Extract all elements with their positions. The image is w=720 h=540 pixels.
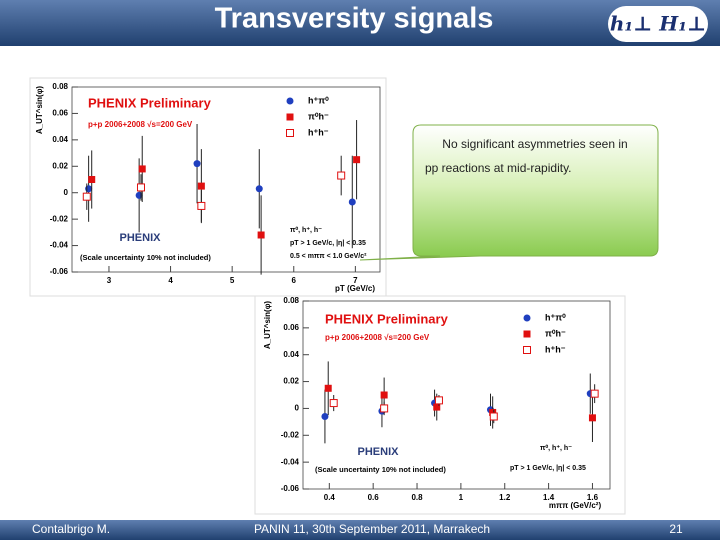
y-axis-label: A_UT^sin(φ): [263, 301, 272, 350]
data-point: [255, 185, 263, 193]
footer-bar: [0, 520, 720, 540]
legend-label: h⁺π⁰: [545, 312, 566, 322]
cut-label: pT > 1 GeV/c, |η| < 0.35: [290, 240, 366, 247]
data-point: [135, 191, 143, 199]
dataset-label: p+p 2006+2008 √s=200 GeV: [325, 333, 430, 342]
x-tick-label: 6: [292, 276, 297, 285]
legend-marker: [523, 314, 531, 322]
y-tick-label: -0.06: [281, 484, 300, 493]
data-point: [337, 171, 346, 180]
cut-label: pT > 1 GeV/c, |η| < 0.35: [510, 465, 586, 472]
legend-label: h⁺π⁰: [308, 95, 329, 105]
data-point: [321, 412, 329, 420]
logo-bg: [608, 6, 708, 42]
legend-marker: [286, 97, 294, 105]
y-tick-label: -0.04: [281, 457, 300, 466]
legend-marker: [286, 129, 294, 137]
cut-label: 0.5 < mππ < 1.0 GeV/c²: [290, 253, 367, 260]
legend-marker: [523, 346, 531, 354]
cut-label: π⁰, h⁺, h⁻: [540, 444, 572, 452]
chart-frame: [29, 77, 387, 297]
chart-title: PHENIX Preliminary: [88, 95, 212, 110]
y-tick-label: 0.02: [283, 377, 299, 386]
legend-label: π⁰h⁻: [545, 328, 566, 338]
x-tick-label: 1.2: [499, 493, 511, 502]
data-point: [257, 231, 265, 239]
callout-text: No significant asymmetries seen in: [442, 137, 627, 151]
scale-note: (Scale uncertainty 10% not included): [80, 253, 211, 262]
plot-area: [302, 300, 611, 490]
x-axis-label: pT (GeV/c): [335, 284, 375, 293]
data-point: [348, 198, 356, 206]
x-tick-label: 1.6: [587, 493, 599, 502]
x-tick-label: 5: [230, 276, 235, 285]
legend-label: h⁺h⁻: [545, 344, 566, 354]
scale-note: (Scale uncertainty 10% not included): [315, 465, 446, 474]
dataset-label: p+p 2006+2008 √s=200 GeV: [88, 120, 193, 129]
x-tick-label: 0.4: [324, 493, 336, 502]
data-point: [136, 183, 145, 192]
data-point: [324, 384, 332, 392]
data-point: [489, 408, 497, 416]
x-tick-label: 7: [353, 276, 358, 285]
y-tick-label: 0: [295, 404, 300, 413]
data-point: [588, 414, 596, 422]
data-point: [193, 160, 201, 168]
data-point: [82, 192, 91, 201]
data-point: [88, 176, 96, 183]
footer-page: 21: [669, 522, 683, 536]
legend-marker: [523, 330, 531, 338]
data-point: [85, 185, 93, 193]
data-point: [380, 404, 389, 413]
data-point: [329, 399, 338, 408]
y-tick-label: 0.02: [52, 161, 68, 170]
y-tick-label: -0.06: [50, 267, 69, 276]
y-tick-label: 0.06: [283, 323, 299, 332]
callout-text: pp reactions at mid-rapidity.: [425, 161, 572, 175]
data-point: [197, 182, 205, 190]
x-tick-label: 3: [107, 276, 112, 285]
y-tick-label: -0.02: [281, 430, 300, 439]
y-tick-label: 0.06: [52, 109, 68, 118]
y-tick-label: 0.08: [52, 82, 68, 91]
cut-label: π⁰, h⁺, h⁻: [290, 226, 322, 234]
data-point: [138, 165, 146, 173]
y-tick-label: -0.04: [50, 241, 69, 250]
x-axis-label: mππ (GeV/c²): [549, 501, 602, 510]
y-tick-label: 0.04: [283, 350, 299, 359]
data-point: [489, 412, 498, 421]
chart-title: PHENIX Preliminary: [325, 311, 449, 326]
legend-label: h⁺h⁻: [308, 127, 329, 137]
data-point: [434, 396, 443, 405]
y-tick-label: 0.08: [283, 296, 299, 305]
y-tick-label: -0.02: [50, 214, 69, 223]
experiment-logo: PHENIX: [120, 232, 162, 244]
data-point: [590, 389, 599, 398]
data-point: [433, 403, 441, 411]
callout-bubble: [359, 124, 659, 261]
plot-area: [71, 86, 381, 273]
title-bar: [0, 0, 720, 46]
x-tick-label: 1.4: [543, 493, 555, 502]
data-point: [380, 391, 388, 399]
slide-title: Transversity signals: [215, 3, 494, 35]
experiment-logo: PHENIX: [358, 446, 400, 458]
legend-label: π⁰h⁻: [308, 111, 329, 121]
x-tick-label: 0.8: [411, 493, 423, 502]
x-tick-label: 0.6: [368, 493, 380, 502]
y-axis-label: A_UT^sin(φ): [35, 86, 44, 135]
y-tick-label: 0.04: [52, 135, 68, 144]
data-point: [353, 156, 361, 164]
x-tick-label: 4: [168, 276, 173, 285]
footer-event: PANIN 11, 30th September 2011, Marrakech: [254, 522, 490, 536]
logo: h₁⊥ H₁⊥: [610, 12, 706, 36]
x-tick-label: 1: [459, 493, 464, 502]
data-point: [197, 201, 206, 210]
footer-author: Contalbrigo M.: [32, 522, 110, 536]
y-tick-label: 0: [64, 188, 69, 197]
legend-marker: [286, 113, 294, 121]
